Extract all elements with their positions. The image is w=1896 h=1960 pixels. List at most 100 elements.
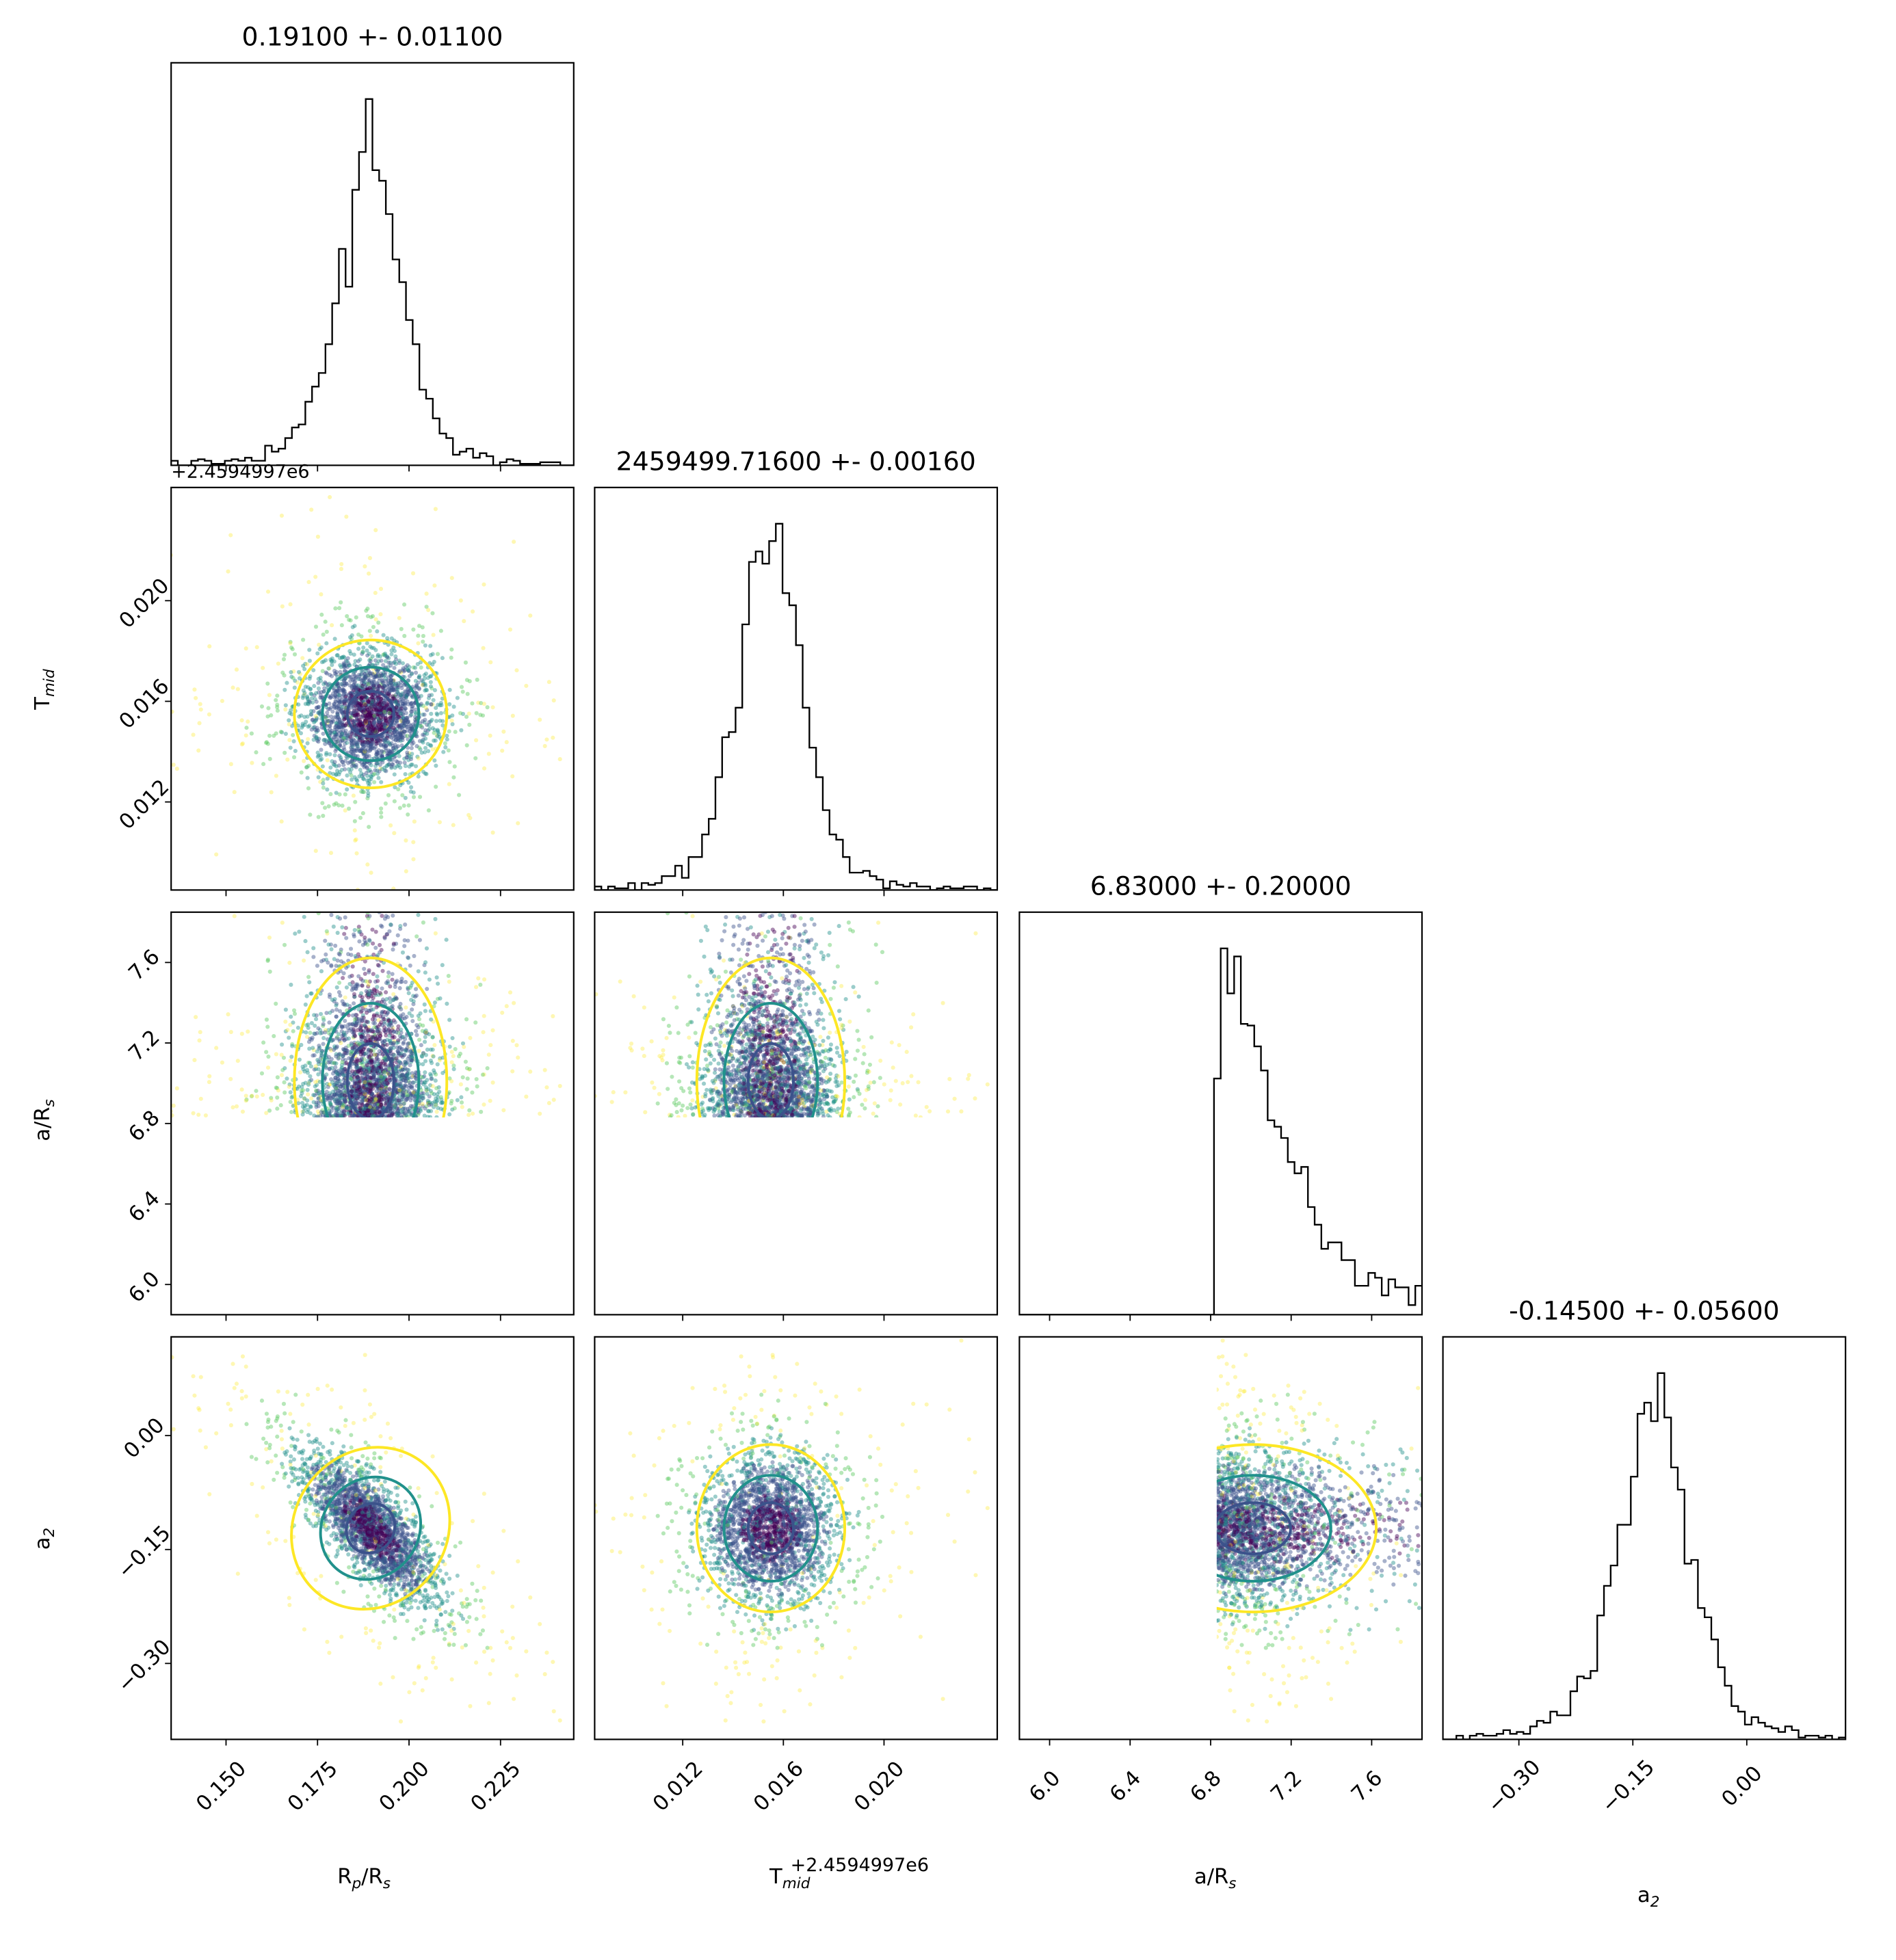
sample-point [350,973,354,978]
sample-point [359,703,364,708]
sample-point [360,736,365,741]
sample-point [352,679,358,684]
sample-point [342,747,347,752]
sample-point [338,742,343,747]
sample-point [475,677,479,683]
sample-point [404,695,409,700]
sample-point [371,702,376,706]
sample-point [356,740,360,745]
sample-point [347,1004,352,1009]
sample-point [254,1089,259,1094]
sample-point [334,1092,339,1097]
sample-point [367,720,372,726]
sample-point [381,670,386,675]
sample-point [385,751,390,756]
sample-point [358,704,363,708]
sample-point [470,1090,475,1095]
sample-point [332,1097,337,1102]
sample-point [365,992,370,997]
sample-point [368,741,373,746]
sample-point [370,739,375,744]
sample-point [384,703,389,708]
sample-point [538,717,542,722]
sample-point [425,702,430,706]
sample-point [341,678,346,683]
sample-point [403,706,408,711]
sample-point [306,702,311,706]
sample-point [346,1022,351,1027]
sample-point [387,1113,392,1117]
sample-point [410,571,416,576]
sample-point [376,693,380,698]
sample-point [369,705,373,710]
sample-point [304,765,309,770]
sample-point [356,702,360,707]
sample-point [330,663,334,667]
sample-point [364,754,369,759]
sample-point [296,670,302,674]
sample-point [402,683,407,687]
sample-point [405,1076,410,1081]
sample-point [356,718,361,723]
sample-point [275,702,280,707]
sample-point [359,634,364,639]
sample-point [342,1098,347,1102]
sample-point [386,642,391,647]
sample-point [355,1094,360,1098]
sample-point [482,918,486,923]
sample-point [398,670,404,675]
sample-point [315,1057,320,1063]
sample-point [358,748,363,753]
sample-point [365,707,370,712]
sample-point [347,696,353,700]
sample-point [344,681,349,686]
sample-point [414,685,419,689]
sample-point [315,738,319,743]
sample-point [343,668,347,673]
sample-point [373,979,378,984]
sample-point [393,698,397,702]
sample-point [378,700,382,705]
sample-point [334,1069,339,1074]
sample-point [386,705,391,710]
sample-point [367,731,372,736]
sample-point [303,661,308,666]
sample-point [357,737,363,743]
panel-title-0: 0.19100 +- 0.01100 [242,22,503,52]
sample-point [371,683,376,688]
sample-point [380,678,385,684]
sample-point [406,780,411,785]
sample-point [387,996,392,1001]
sample-point [359,741,364,746]
sample-point [287,1035,291,1040]
sample-point [354,715,359,719]
sample-point [355,689,360,693]
sample-point [678,797,682,802]
sample-point [367,710,372,715]
sample-point [308,708,313,713]
sample-point [368,1061,373,1065]
sample-point [382,1057,387,1062]
sample-point [401,724,406,728]
sample-point [406,1109,411,1114]
sample-point [295,724,300,728]
sample-point [301,663,306,668]
sample-point [380,673,384,678]
sample-point [440,963,445,968]
sample-point [382,722,387,728]
sample-point [352,719,356,724]
sample-point [379,780,384,784]
sample-point [191,1111,196,1115]
sample-point [402,1067,407,1072]
sample-point [302,692,306,697]
sample-point [339,721,344,726]
sample-point [334,721,339,726]
sample-point [352,677,356,682]
sample-point [315,964,319,968]
sample-point [371,1065,376,1070]
sample-point [352,748,356,753]
sample-point [288,641,293,646]
sample-point [332,1061,337,1065]
sample-point [358,736,363,741]
panel-content [171,494,682,923]
